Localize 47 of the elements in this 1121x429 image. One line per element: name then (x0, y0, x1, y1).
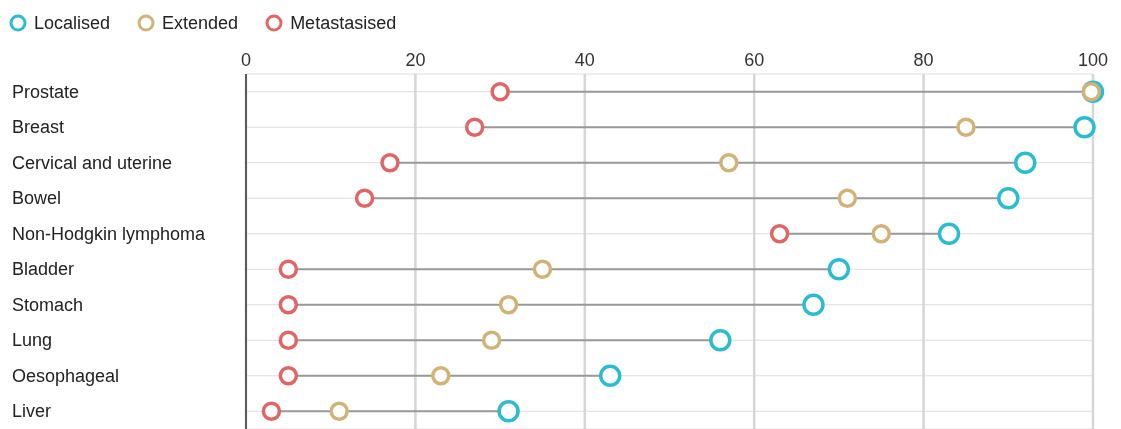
point (871, 224, 891, 244)
point (769, 224, 790, 244)
point (278, 330, 299, 350)
point (719, 153, 739, 173)
point (380, 153, 400, 173)
y-tick-label: Stomach (12, 294, 84, 315)
y-tick-label: Cervical and uterine (12, 152, 173, 173)
point (481, 330, 502, 350)
point (431, 366, 451, 386)
point (278, 295, 299, 315)
point (497, 400, 520, 423)
y-tick-label: Non-Hodgkin lymphoma (12, 223, 207, 244)
point (329, 401, 349, 421)
point (278, 259, 299, 279)
point (498, 295, 519, 315)
point (997, 187, 1020, 210)
x-tick-label: 40 (574, 50, 595, 70)
y-tick-label: Oesophageal (12, 365, 120, 386)
y-tick-label: Bowel (12, 188, 62, 209)
legend-label: Extended (162, 12, 239, 34)
point (1013, 151, 1037, 174)
point (937, 222, 961, 245)
point (956, 117, 976, 137)
legend-label: Metastasised (290, 12, 397, 34)
y-tick-label: Liver (12, 401, 52, 422)
point (802, 293, 825, 316)
point (709, 329, 732, 352)
point (278, 366, 299, 386)
y-tick-label: Lung (12, 330, 53, 351)
point (354, 188, 375, 208)
x-tick-label: 20 (405, 50, 426, 70)
point (464, 117, 485, 137)
point (490, 82, 510, 102)
point (1073, 116, 1096, 139)
x-tick-label: 80 (913, 50, 934, 70)
x-tick-label: 60 (744, 50, 765, 70)
point (532, 259, 553, 279)
x-tick-label: 0 (240, 50, 252, 70)
y-tick-label: Bladder (12, 259, 75, 280)
point (261, 401, 282, 421)
x-tick-label: 100 (1077, 50, 1109, 70)
point (827, 258, 851, 281)
y-tick-label: Prostate (12, 81, 80, 102)
y-tick-label: Breast (12, 117, 65, 138)
point (598, 364, 622, 387)
point (837, 188, 858, 208)
legend-label: Localised (34, 12, 111, 34)
